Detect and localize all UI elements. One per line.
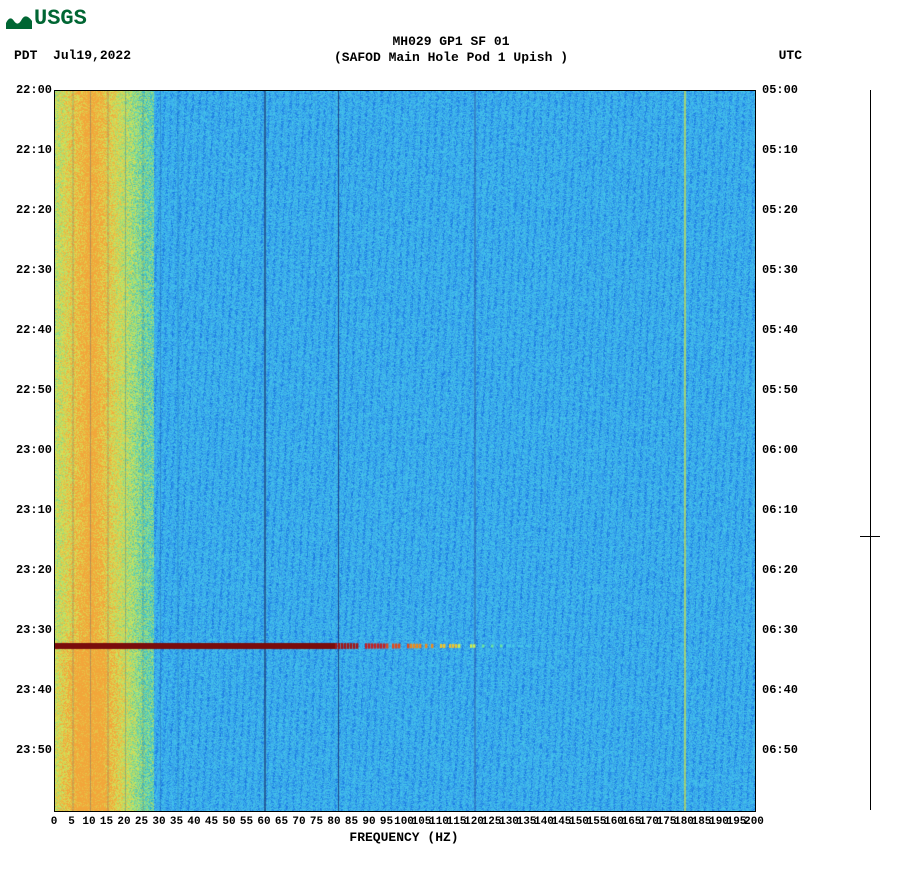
spectrogram-canvas: [55, 91, 755, 811]
scale-line: [870, 90, 871, 810]
x-tick-label: 45: [205, 816, 218, 828]
x-tick-label: 200: [744, 816, 764, 828]
logo-text: USGS: [34, 6, 87, 31]
usgs-logo: USGS: [6, 6, 87, 31]
x-tick-label: 80: [327, 816, 340, 828]
x-tick-label: 95: [380, 816, 393, 828]
y-left-tick-label: 23:00: [8, 443, 52, 457]
scale-marker: [860, 536, 880, 537]
y-left-tick-label: 23:50: [8, 743, 52, 757]
x-tick-label: 55: [240, 816, 253, 828]
spectrogram-page: { "logo_text": "USGS", "title_line1": "M…: [0, 0, 902, 893]
y-axis-left: 22:0022:1022:2022:3022:4022:5023:0023:10…: [8, 90, 52, 810]
x-tick-label: 5: [68, 816, 75, 828]
x-axis: 0510152025303540455055606570758085909510…: [54, 812, 754, 830]
timezone-left-label: PDT Jul19,2022: [14, 48, 131, 63]
x-tick-label: 70: [292, 816, 305, 828]
y-right-tick-label: 06:40: [762, 683, 804, 697]
y-right-tick-label: 05:30: [762, 263, 804, 277]
y-left-tick-label: 22:30: [8, 263, 52, 277]
y-left-tick-label: 22:00: [8, 83, 52, 97]
y-left-tick-label: 23:20: [8, 563, 52, 577]
y-left-tick-label: 22:10: [8, 143, 52, 157]
x-tick-label: 10: [82, 816, 95, 828]
y-right-tick-label: 06:50: [762, 743, 804, 757]
amplitude-scale-bar: [850, 90, 890, 810]
y-left-tick-label: 22:40: [8, 323, 52, 337]
y-axis-right: 05:0005:1005:2005:3005:4005:5006:0006:10…: [762, 90, 804, 810]
x-tick-label: 0: [51, 816, 58, 828]
y-left-tick-label: 22:20: [8, 203, 52, 217]
y-left-tick-label: 23:40: [8, 683, 52, 697]
x-tick-label: 15: [100, 816, 113, 828]
x-tick-label: 60: [257, 816, 270, 828]
x-tick-label: 40: [187, 816, 200, 828]
y-left-tick-label: 23:10: [8, 503, 52, 517]
y-right-tick-label: 06:10: [762, 503, 804, 517]
spectrogram-plot: [54, 90, 756, 812]
x-tick-label: 65: [275, 816, 288, 828]
y-right-tick-label: 05:50: [762, 383, 804, 397]
y-left-tick-label: 23:30: [8, 623, 52, 637]
y-right-tick-label: 05:40: [762, 323, 804, 337]
x-tick-label: 35: [170, 816, 183, 828]
x-tick-label: 20: [117, 816, 130, 828]
y-right-tick-label: 06:20: [762, 563, 804, 577]
x-tick-label: 30: [152, 816, 165, 828]
y-left-tick-label: 22:50: [8, 383, 52, 397]
y-right-tick-label: 06:00: [762, 443, 804, 457]
timezone-right-label: UTC: [779, 48, 802, 63]
x-tick-label: 75: [310, 816, 323, 828]
x-tick-label: 90: [362, 816, 375, 828]
x-tick-label: 50: [222, 816, 235, 828]
x-axis-title: FREQUENCY (HZ): [54, 830, 754, 845]
y-right-tick-label: 05:10: [762, 143, 804, 157]
x-tick-label: 25: [135, 816, 148, 828]
y-right-tick-label: 05:20: [762, 203, 804, 217]
x-tick-label: 85: [345, 816, 358, 828]
chart-title: MH029 GP1 SF 01 (SAFOD Main Hole Pod 1 U…: [0, 34, 902, 67]
y-right-tick-label: 05:00: [762, 83, 804, 97]
y-right-tick-label: 06:30: [762, 623, 804, 637]
